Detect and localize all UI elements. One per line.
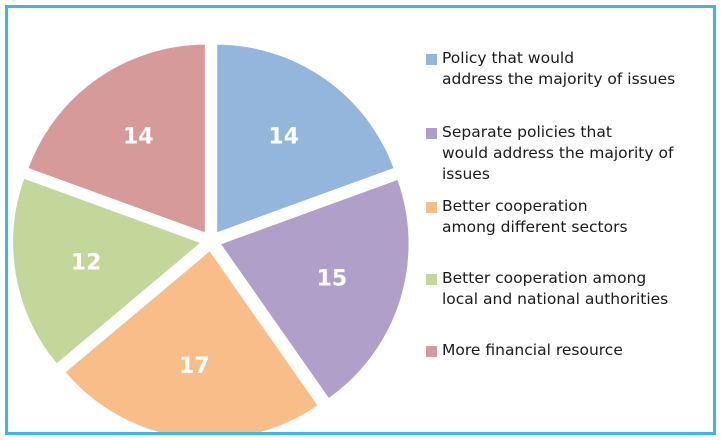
slice-value-label: 12 [71, 251, 102, 276]
legend-swatch [426, 128, 437, 139]
legend-item: More financial resource [426, 340, 716, 361]
legend-item: Better cooperation among different secto… [426, 196, 716, 238]
slice-value-label: 14 [123, 125, 154, 150]
legend-item: Policy that would address the majority o… [426, 48, 716, 90]
legend-item: Better cooperation among local and natio… [426, 268, 716, 310]
chart-frame: 14 15 17 12 14 Policy that would address the… [5, 5, 716, 435]
legend-label: Separate policies that would address the… [442, 123, 674, 183]
pie-chart: 14 15 17 12 14 [11, 42, 411, 432]
pie-slice [26, 42, 207, 236]
legend-swatch [426, 274, 437, 285]
legend-swatch [426, 54, 437, 65]
pie-slice [215, 42, 396, 236]
slice-value-label: 17 [179, 354, 210, 379]
slice-value-label: 14 [268, 125, 299, 150]
pie-slice [62, 248, 321, 432]
legend-label: Policy that would address the majority o… [442, 49, 676, 88]
legend-swatch [426, 202, 437, 213]
slice-value-label: 15 [317, 267, 348, 292]
legend-swatch [426, 346, 437, 357]
legend-item: Separate policies that would address the… [426, 122, 716, 185]
legend-label: Better cooperation among different secto… [442, 197, 628, 236]
legend-label: More financial resource [442, 341, 623, 359]
pie-slice [11, 176, 205, 367]
pie-slice [218, 177, 411, 401]
legend-label: Better cooperation among local and natio… [442, 269, 669, 308]
